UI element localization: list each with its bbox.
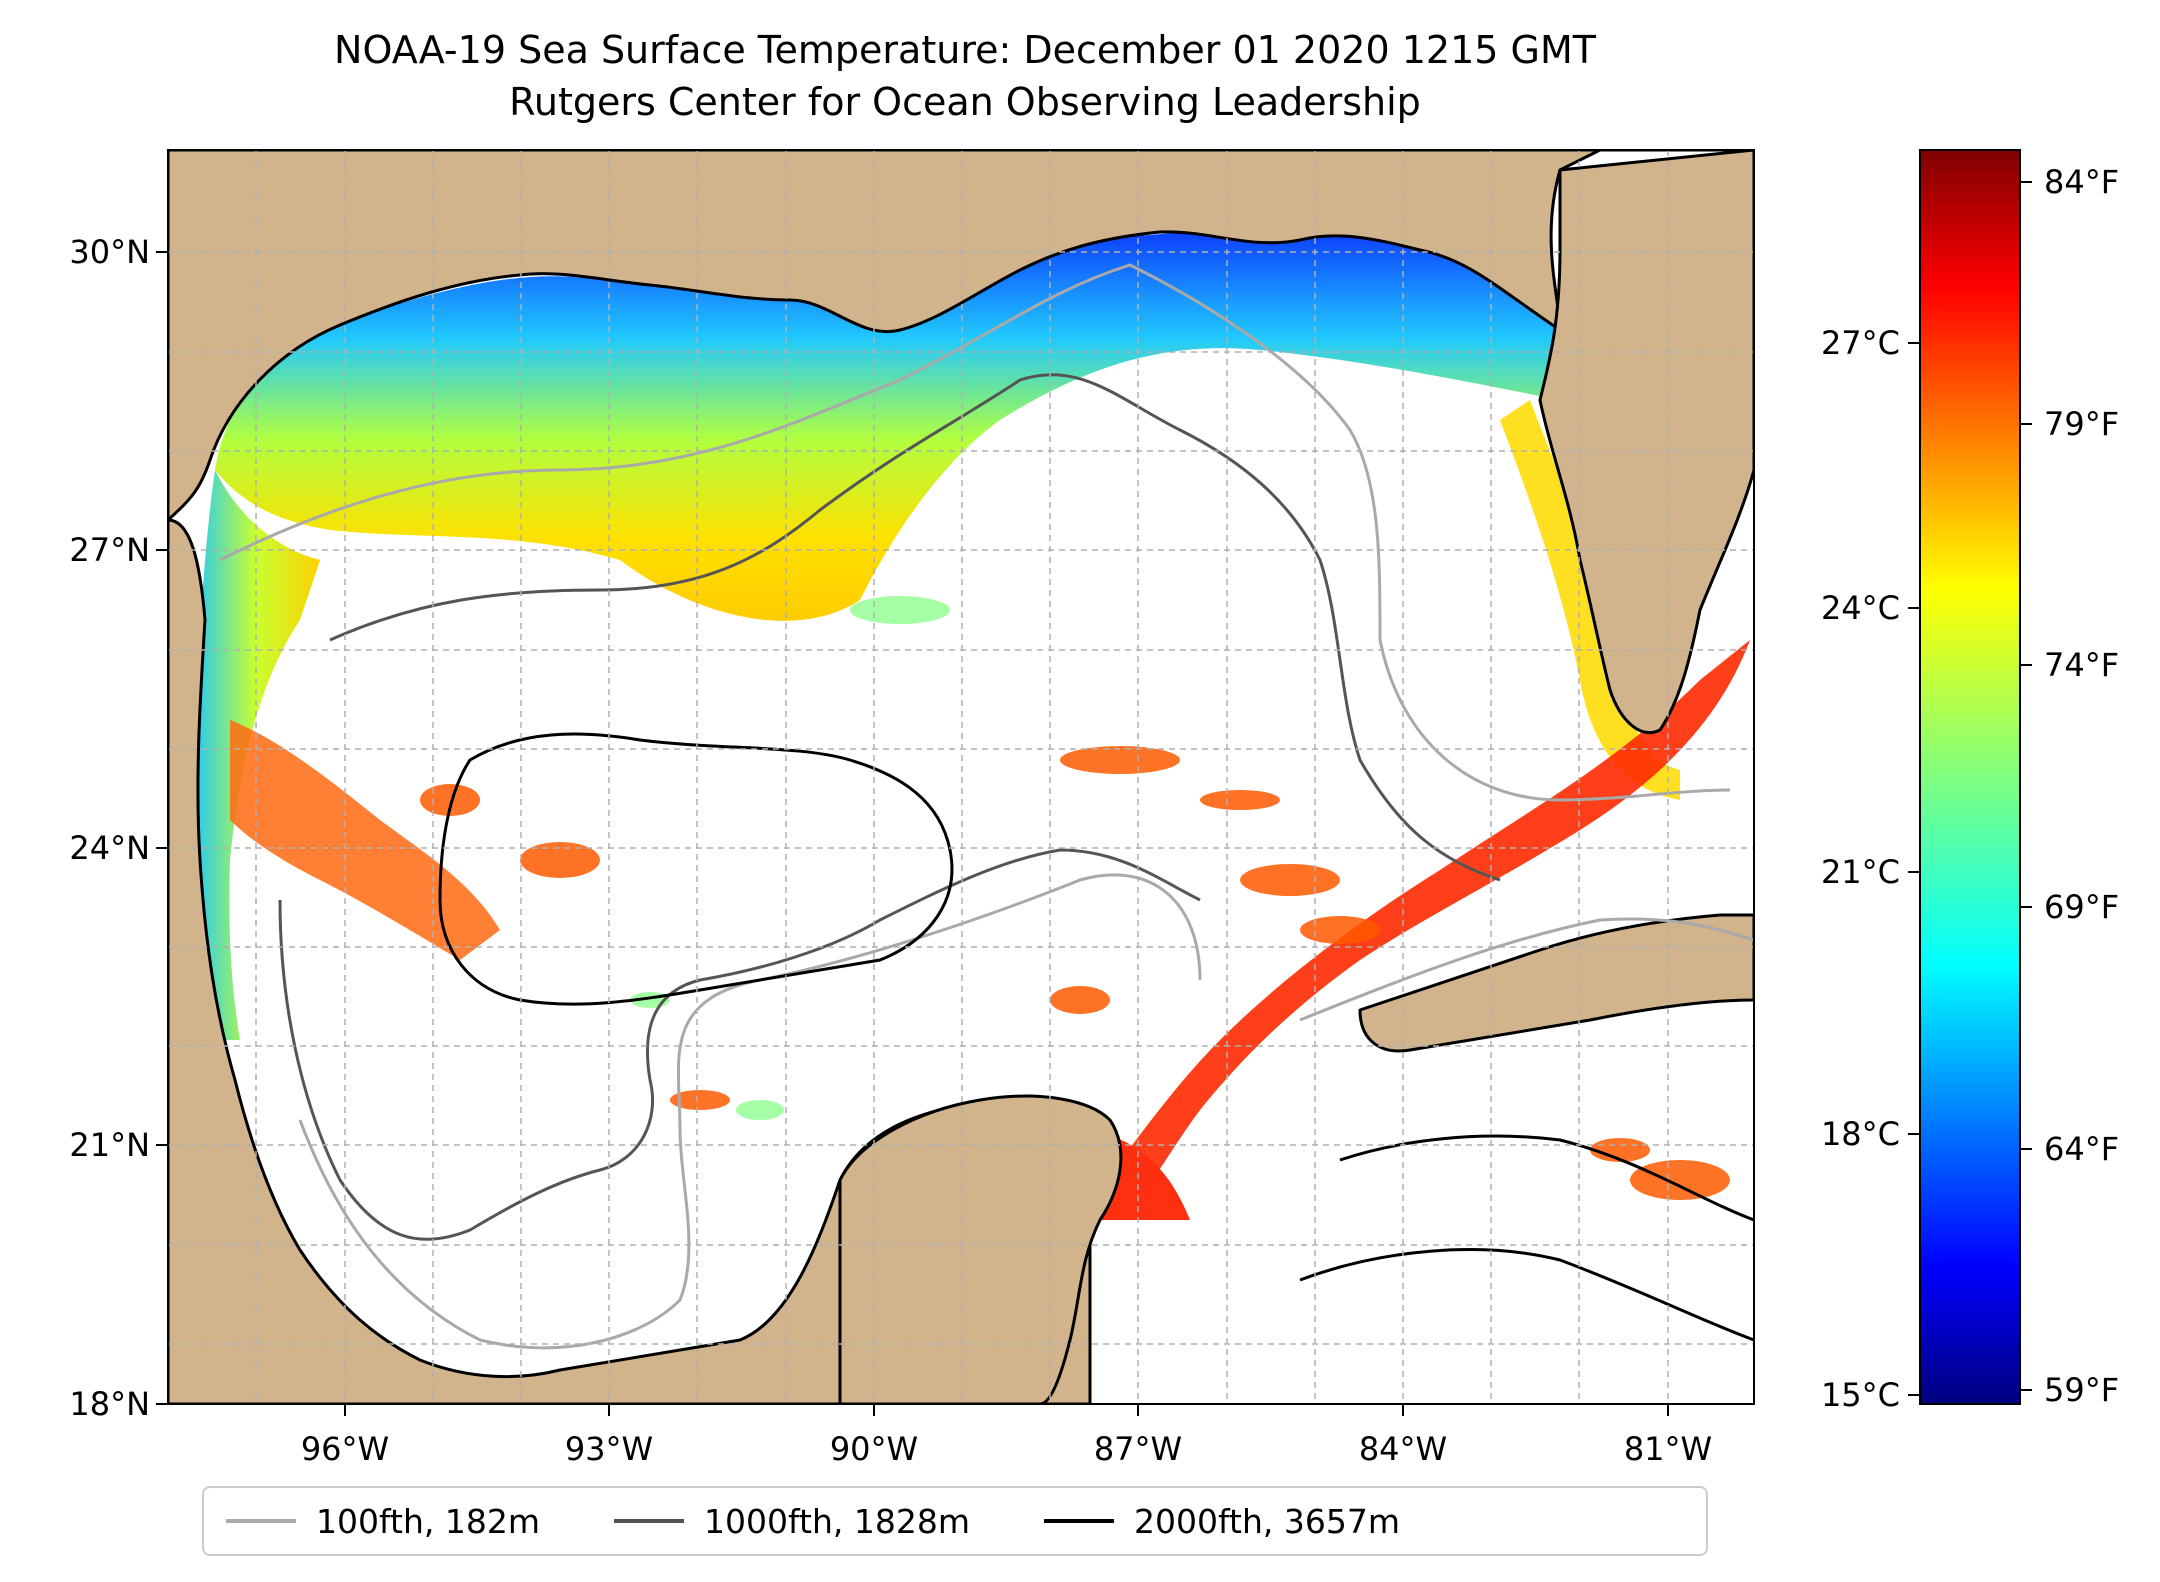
- legend-line-2000fth: [1043, 1519, 1114, 1523]
- lat-label-27: 27°N: [69, 531, 150, 569]
- legend-line-100fth: [226, 1519, 296, 1523]
- legend-item-1000fth: 1000fth, 1828m: [600, 1502, 970, 1541]
- legend-item-2000fth: 2000fth, 3657m: [1030, 1502, 1400, 1541]
- colorbar-fahrenheit-ticks: [2020, 181, 2032, 1391]
- isobath-100fth: [219, 263, 1754, 1350]
- colorbar-f-74: 74°F: [2044, 646, 2119, 684]
- lat-axis: [156, 251, 168, 1405]
- sst-west-band: [191, 470, 320, 1040]
- land-cuba: [1358, 913, 1754, 1053]
- legend-label-1000fth: 1000fth, 1828m: [704, 1501, 970, 1541]
- colorbar-c-21: 21°C: [1821, 853, 1900, 891]
- colorbar-c-27: 27°C: [1821, 324, 1900, 362]
- colorbar-c-24: 24°C: [1821, 589, 1900, 627]
- isobath-legend: 100fth, 182m 1000fth, 1828m 2000fth, 365…: [202, 1486, 1708, 1556]
- lon-label-93: 93°W: [565, 1430, 653, 1468]
- map-frame: [167, 149, 1755, 1405]
- colorbar-celsius-ticks: [1908, 342, 1920, 1396]
- colorbar-f-84: 84°F: [2044, 163, 2119, 201]
- lat-label-21: 21°N: [69, 1126, 150, 1164]
- colorbar-f-79: 79°F: [2044, 405, 2119, 443]
- title-line-2: Rutgers Center for Ocean Observing Leade…: [509, 80, 1421, 124]
- lon-axis: [344, 1404, 1669, 1416]
- colorbar-f-59: 59°F: [2044, 1371, 2119, 1409]
- legend-line-1000fth: [614, 1519, 684, 1523]
- lat-label-30: 30°N: [69, 233, 150, 271]
- lon-label-96: 96°W: [301, 1430, 389, 1468]
- lon-label-90: 90°W: [830, 1430, 918, 1468]
- lon-label-84: 84°W: [1359, 1430, 1447, 1468]
- colorbar-c-15: 15°C: [1821, 1376, 1900, 1414]
- colorbar: [1919, 149, 2021, 1405]
- colorbar-f-64: 64°F: [2044, 1130, 2119, 1168]
- sst-loop-current: [1090, 640, 1750, 1220]
- colorbar-c-18: 18°C: [1821, 1115, 1900, 1153]
- land-florida: [1538, 150, 1754, 735]
- gridlines: [168, 150, 1754, 1404]
- lon-label-81: 81°W: [1624, 1430, 1712, 1468]
- colorbar-f-69: 69°F: [2044, 888, 2119, 926]
- legend-label-2000fth: 2000fth, 3657m: [1133, 1501, 1400, 1541]
- isobath-1000fth: [278, 373, 1501, 1241]
- lat-label-24: 24°N: [69, 829, 150, 867]
- isobaths: [219, 263, 1754, 1350]
- legend-item-100fth: 100fth, 182m: [212, 1502, 540, 1541]
- land-north-america: [168, 150, 1754, 522]
- legend-label-100fth: 100fth, 182m: [316, 1501, 540, 1541]
- title-line-1: NOAA-19 Sea Surface Temperature: Decembe…: [334, 28, 1596, 72]
- lat-label-18: 18°N: [69, 1385, 150, 1423]
- lon-label-87: 87°W: [1094, 1430, 1182, 1468]
